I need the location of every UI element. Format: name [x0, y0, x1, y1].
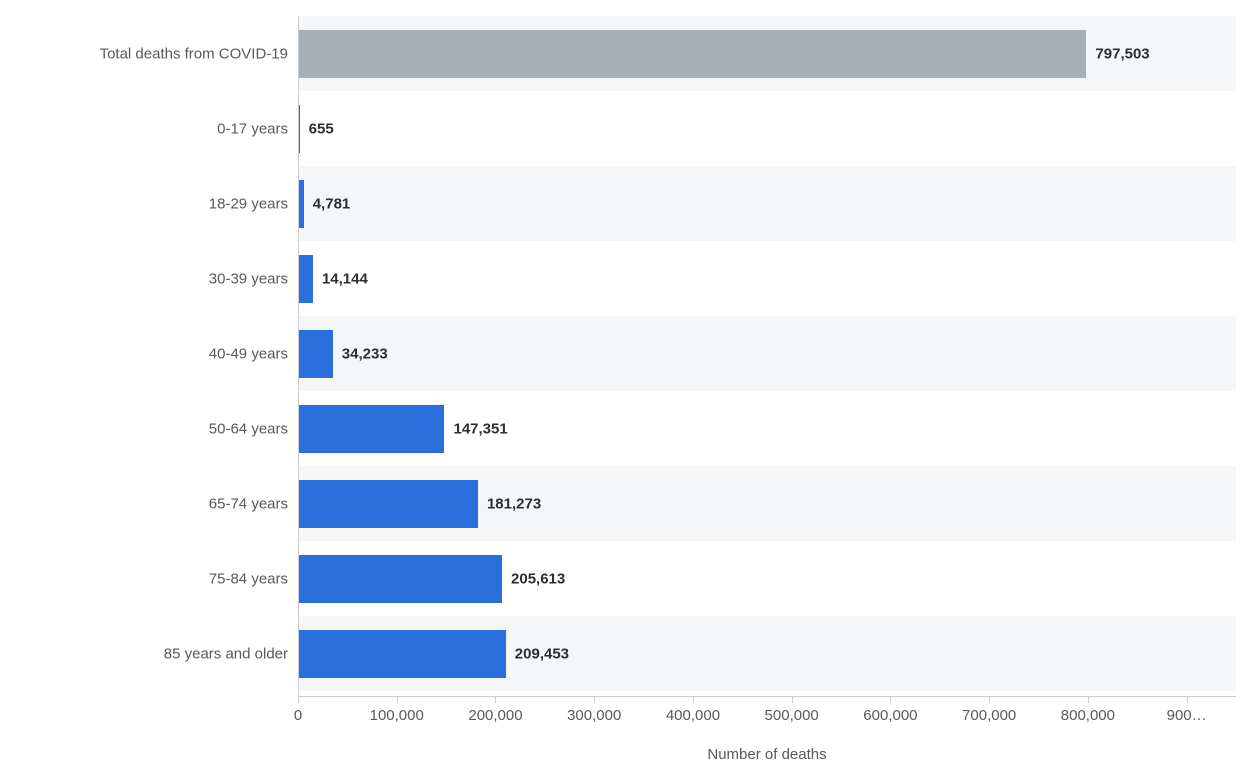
value-label: 209,453	[515, 645, 569, 662]
x-tick-label: 900…	[1167, 707, 1207, 724]
bar	[299, 255, 313, 303]
value-label: 655	[309, 120, 334, 137]
value-label: 205,613	[511, 570, 565, 587]
chart-row: Total deaths from COVID-19797,503	[298, 16, 1236, 91]
category-label: 30-39 years	[8, 270, 288, 287]
x-tick-label: 400,000	[666, 707, 720, 724]
x-tick	[298, 696, 299, 703]
x-tick-label: 300,000	[567, 707, 621, 724]
x-tick	[989, 696, 990, 703]
x-tick	[890, 696, 891, 703]
value-label: 14,144	[322, 270, 368, 287]
row-stripe	[298, 316, 1236, 391]
x-tick	[1187, 696, 1188, 703]
category-label: 18-29 years	[8, 195, 288, 212]
x-tick	[693, 696, 694, 703]
bar	[299, 630, 506, 678]
bar	[299, 330, 333, 378]
value-label: 34,233	[342, 345, 388, 362]
value-label: 797,503	[1095, 45, 1149, 62]
x-tick-label: 500,000	[765, 707, 819, 724]
x-axis-baseline	[298, 696, 1236, 697]
chart-row: 75-84 years205,613	[298, 541, 1236, 616]
bar	[299, 180, 304, 228]
value-label: 147,351	[453, 420, 507, 437]
x-tick	[594, 696, 595, 703]
bar	[299, 30, 1086, 78]
x-axis: 0100,000200,000300,000400,000500,000600,…	[298, 696, 1236, 736]
category-label: 65-74 years	[8, 495, 288, 512]
x-tick-label: 600,000	[863, 707, 917, 724]
category-label: 40-49 years	[8, 345, 288, 362]
x-tick	[397, 696, 398, 703]
category-label: 0-17 years	[8, 120, 288, 137]
chart-row: 0-17 years655	[298, 91, 1236, 166]
value-label: 4,781	[313, 195, 351, 212]
chart-row: 40-49 years34,233	[298, 316, 1236, 391]
x-tick-label: 700,000	[962, 707, 1016, 724]
plot-area: Total deaths from COVID-19797,5030-17 ye…	[298, 16, 1236, 696]
x-tick	[792, 696, 793, 703]
x-axis-title: Number of deaths	[298, 746, 1236, 763]
category-label: 50-64 years	[8, 420, 288, 437]
chart-container: Total deaths from COVID-19797,5030-17 ye…	[0, 0, 1256, 771]
category-label: 75-84 years	[8, 570, 288, 587]
row-stripe	[298, 166, 1236, 241]
x-tick-label: 100,000	[370, 707, 424, 724]
chart-row: 85 years and older209,453	[298, 616, 1236, 691]
category-label: 85 years and older	[8, 645, 288, 662]
chart-row: 50-64 years147,351	[298, 391, 1236, 466]
chart-row: 30-39 years14,144	[298, 241, 1236, 316]
value-label: 181,273	[487, 495, 541, 512]
chart-row: 18-29 years4,781	[298, 166, 1236, 241]
row-stripe	[298, 241, 1236, 316]
bar	[299, 105, 300, 153]
x-tick-label: 200,000	[468, 707, 522, 724]
x-tick	[1088, 696, 1089, 703]
bar	[299, 405, 444, 453]
x-tick	[495, 696, 496, 703]
chart-row: 65-74 years181,273	[298, 466, 1236, 541]
category-label: Total deaths from COVID-19	[8, 45, 288, 62]
bar	[299, 555, 502, 603]
x-tick-label: 800,000	[1061, 707, 1115, 724]
row-stripe	[298, 91, 1236, 166]
x-tick-label: 0	[294, 707, 302, 724]
bar	[299, 480, 478, 528]
y-axis-line	[298, 16, 299, 696]
